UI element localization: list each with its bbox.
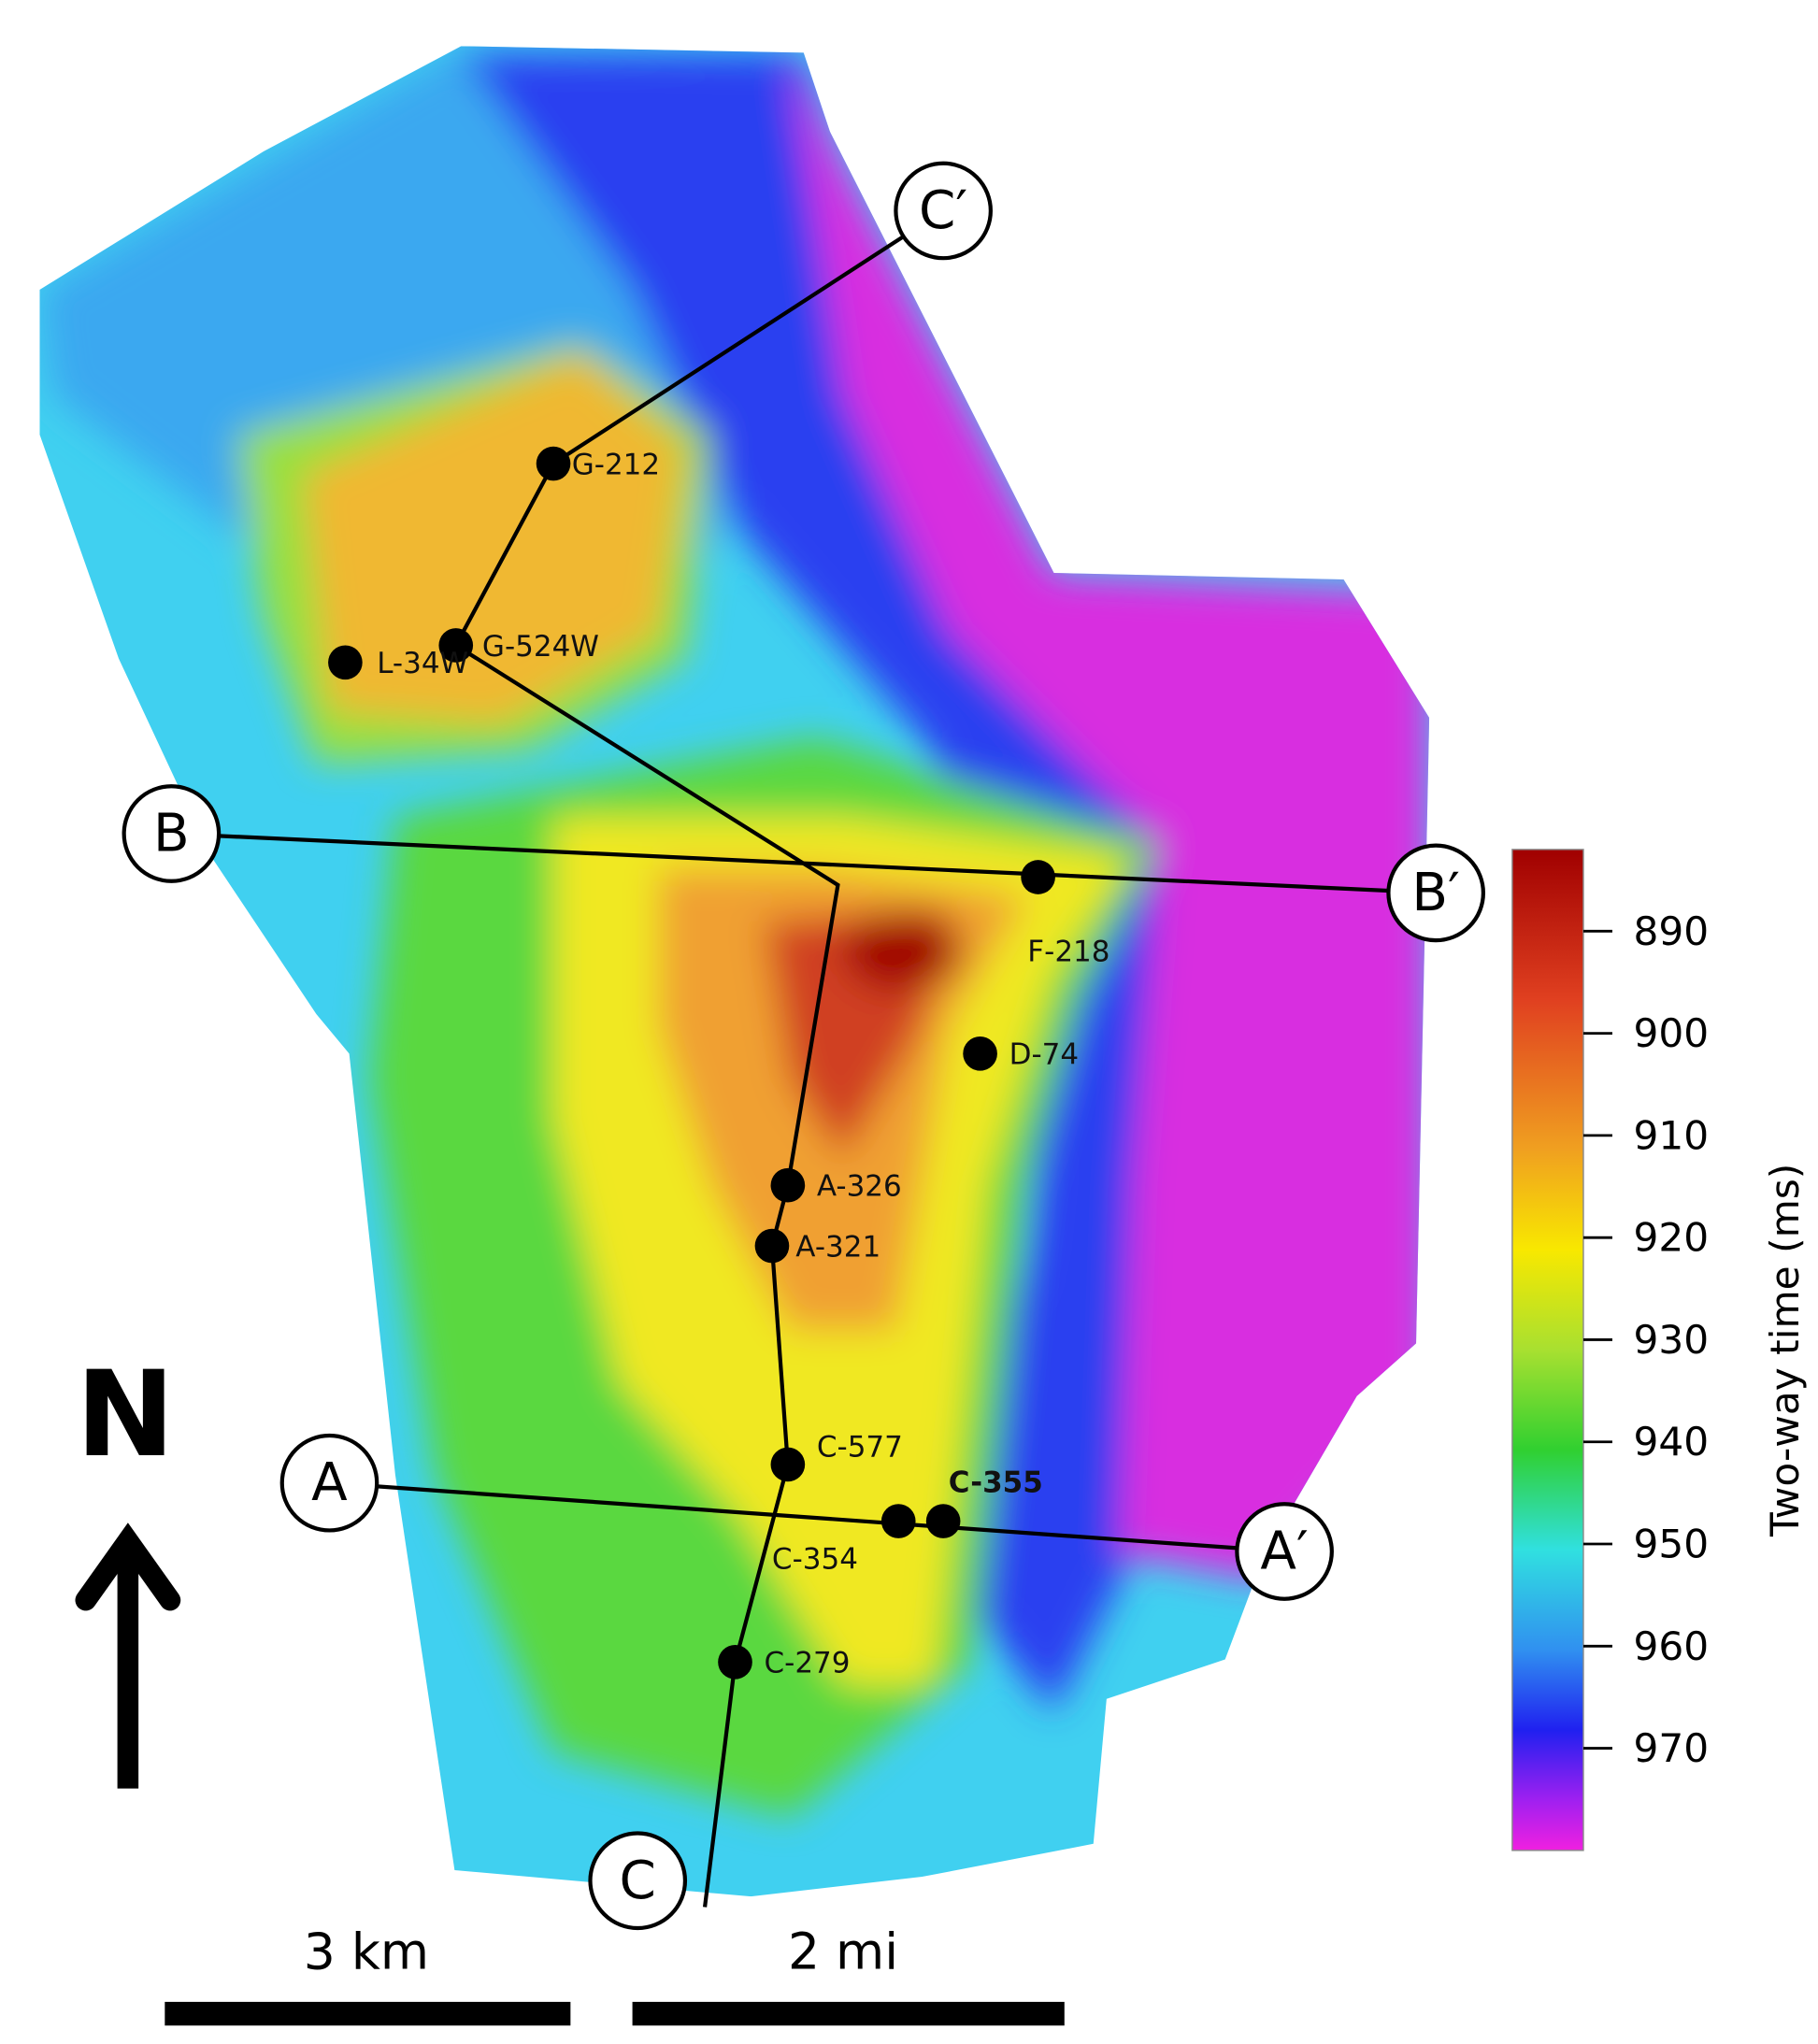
well-label: G-524W <box>482 630 599 664</box>
well <box>963 1036 997 1071</box>
section-label: A′ <box>1260 1521 1308 1581</box>
well <box>328 645 363 680</box>
section-label: B′ <box>1411 863 1459 923</box>
section-label: C′ <box>919 180 967 241</box>
colorbar-tick-label: 950 <box>1634 1522 1710 1567</box>
section-end-marker <box>588 1831 688 1931</box>
section-end-marker <box>894 161 993 261</box>
colorbar: Two-way time (ms) 890 900 910 920 930 940 950 9… <box>1511 849 1808 1851</box>
well <box>925 1504 961 1538</box>
well-label: A-321 <box>795 1230 880 1264</box>
colorbar-tick-label: 910 <box>1634 1112 1710 1158</box>
colorbar-tick-label: 940 <box>1634 1419 1710 1465</box>
well-label: D-74 <box>1009 1038 1080 1072</box>
scale-bar-metric <box>165 2001 571 2026</box>
scale-label-imperial: 2 mi <box>788 1923 898 1981</box>
well <box>770 1167 806 1203</box>
well <box>536 446 571 481</box>
section-label: B <box>153 803 190 864</box>
time-map <box>39 46 1430 1897</box>
well-label: C-279 <box>764 1647 850 1680</box>
colorbar-tick-label: 900 <box>1634 1010 1710 1056</box>
well-label: G-212 <box>572 448 660 481</box>
section-label: A <box>311 1452 348 1513</box>
colorbar-label: Two-way time (ms) <box>1762 1164 1808 1537</box>
well-label: C-354 <box>772 1542 858 1576</box>
section-end-marker <box>122 784 222 883</box>
well-label: A-326 <box>817 1170 902 1204</box>
north-arrow <box>75 1522 181 1789</box>
section-end-marker <box>1235 1502 1334 1601</box>
colorbar-ramp <box>1511 849 1584 1851</box>
colorbar-tick-label: 960 <box>1634 1623 1710 1669</box>
colorbar-tick-label: 920 <box>1634 1215 1710 1261</box>
colorbar-tick-label: 930 <box>1634 1317 1710 1363</box>
colorbar-tick-label: 890 <box>1634 908 1710 954</box>
well-label: C-355 <box>949 1466 1043 1500</box>
well <box>718 1645 752 1680</box>
section-label: C <box>620 1851 656 1911</box>
well <box>1021 860 1055 894</box>
well-label: C-577 <box>817 1431 903 1465</box>
well <box>880 1504 916 1538</box>
well <box>770 1447 806 1482</box>
well-label: F-218 <box>1027 936 1109 969</box>
north-label: N <box>76 1345 175 1483</box>
well-label: L-34W <box>377 647 468 680</box>
scale-label-metric: 3 km <box>304 1923 429 1981</box>
scale-bar-imperial <box>632 2001 1065 2026</box>
section-end-marker <box>1386 843 1486 943</box>
section-end-marker <box>279 1433 379 1533</box>
well <box>754 1228 790 1264</box>
well <box>438 628 474 663</box>
colorbar-tick-label: 970 <box>1634 1725 1710 1771</box>
